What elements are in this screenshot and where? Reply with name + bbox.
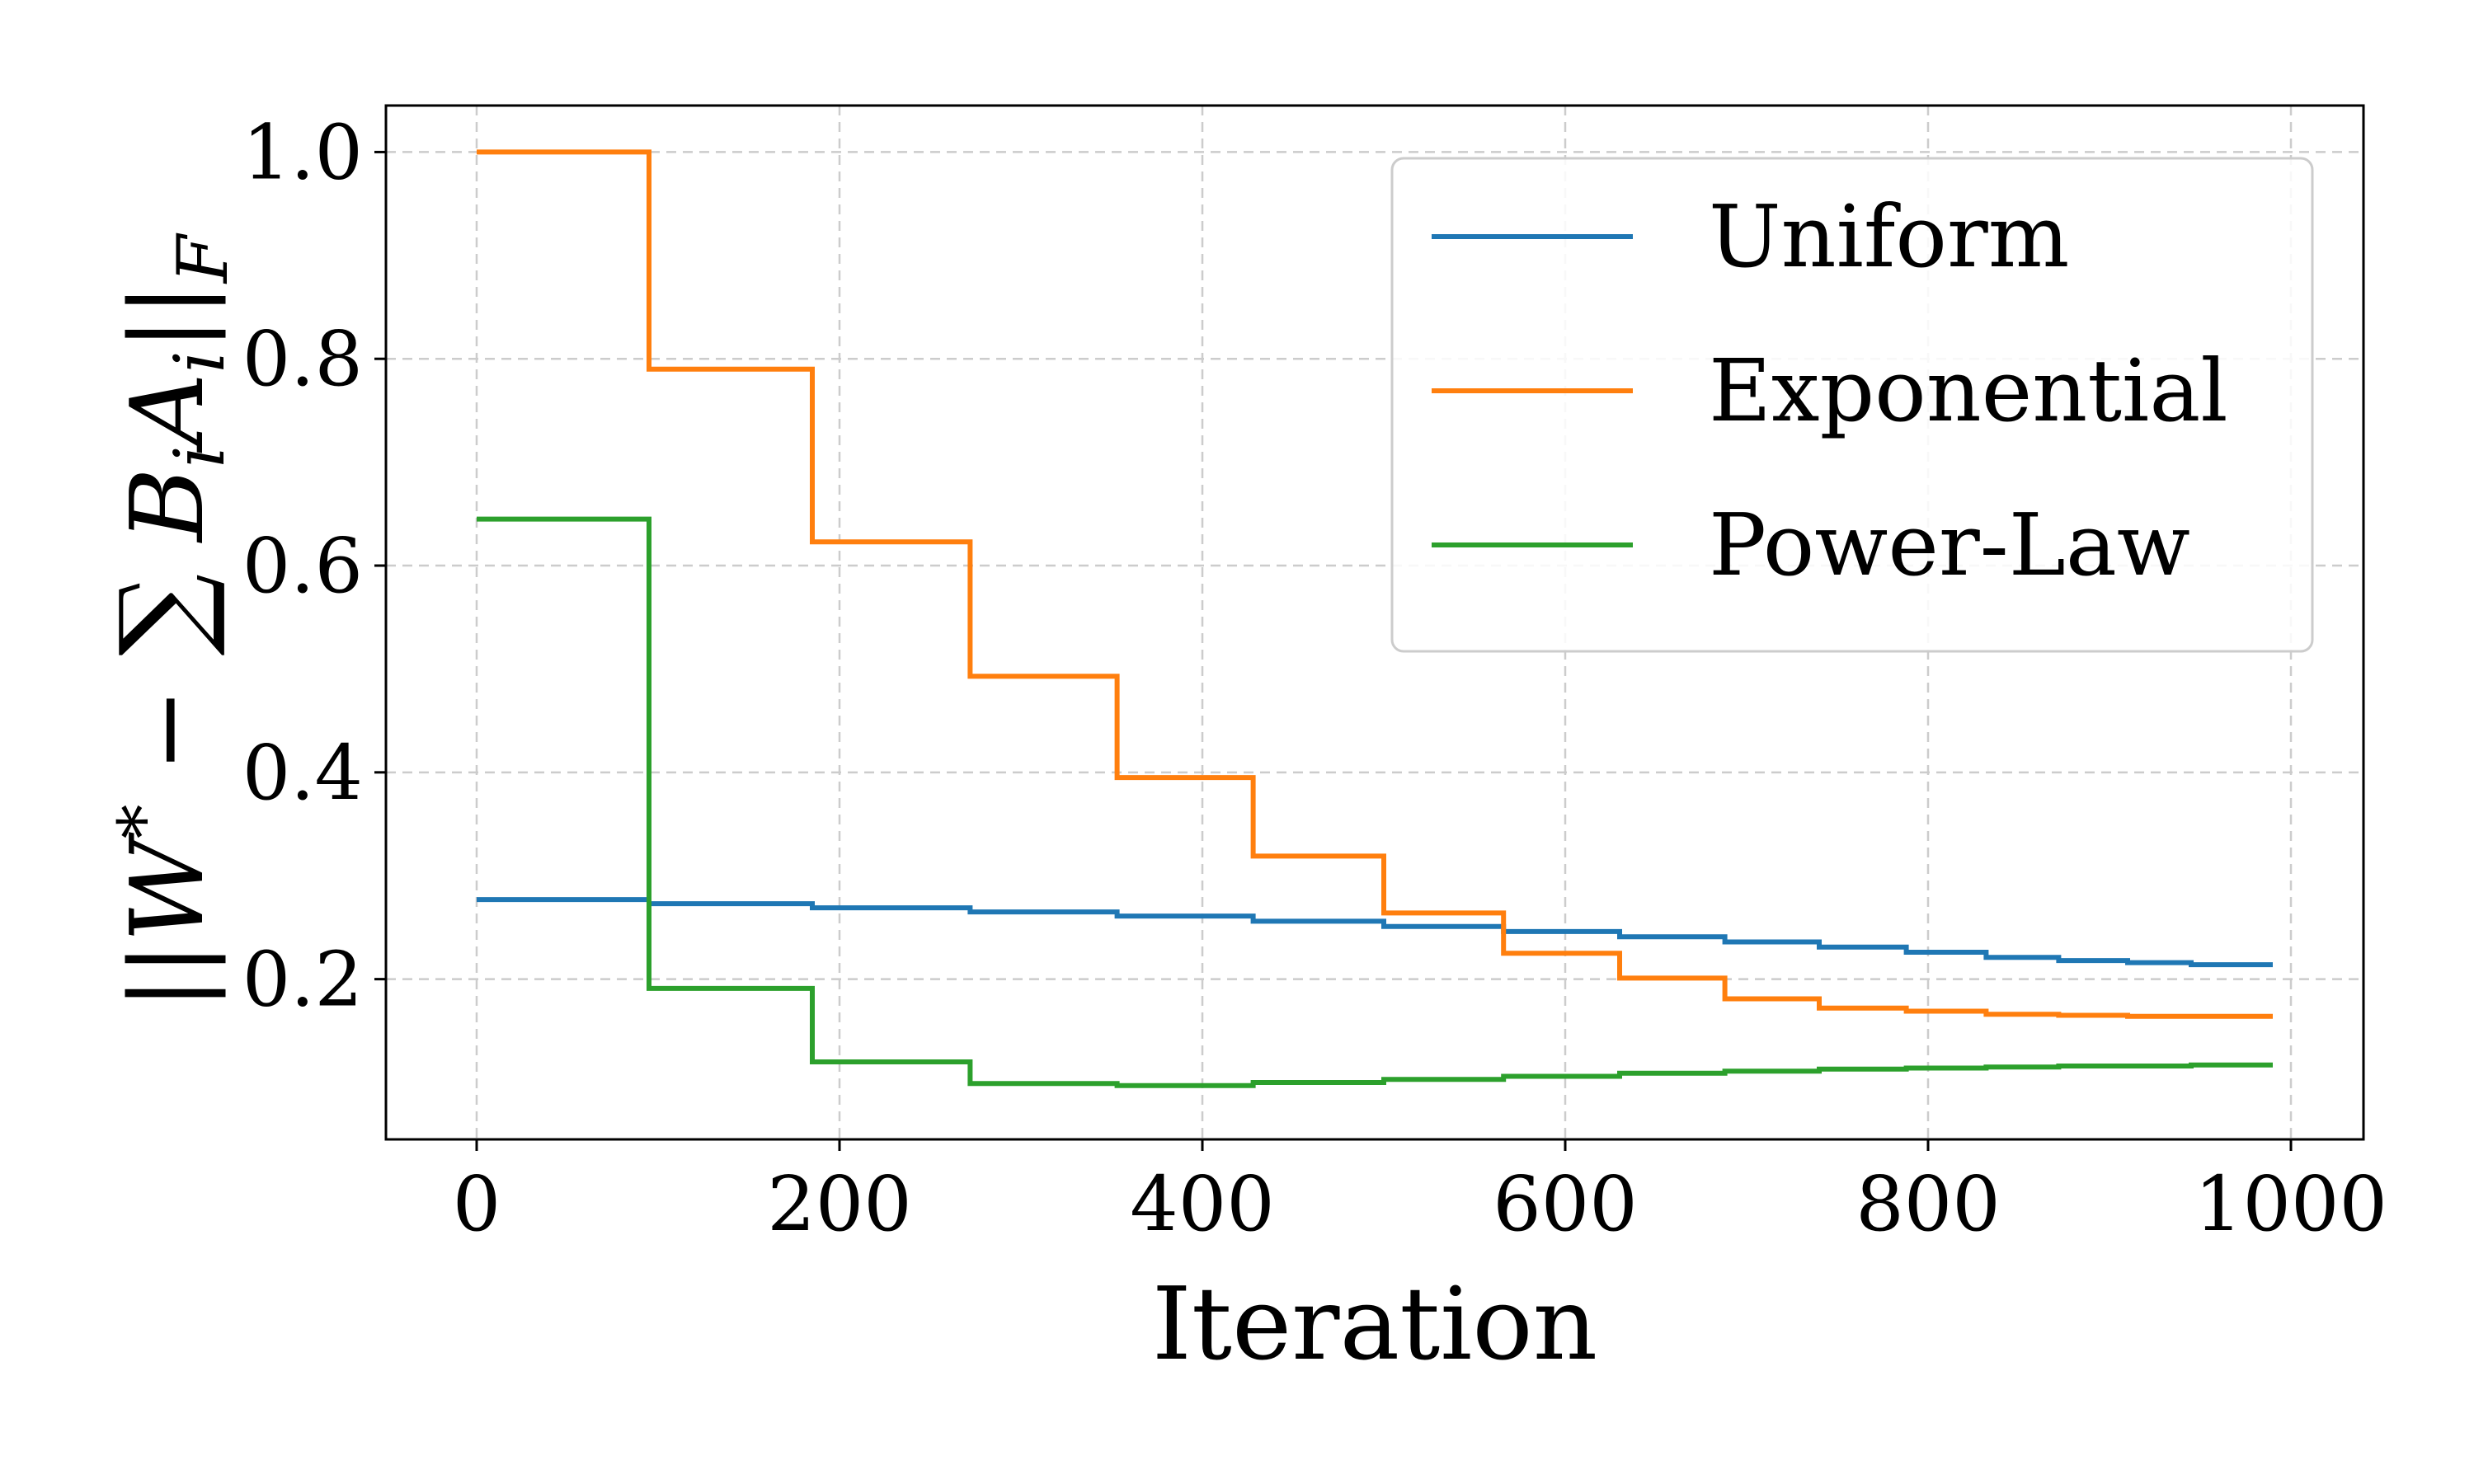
legend-box (1390, 157, 2314, 653)
y-axis-title-sub-i2: i (159, 350, 240, 373)
y-axis-title-w: W (109, 832, 226, 942)
x-tick-label: 0 (453, 1160, 501, 1248)
series-lines (477, 149, 2273, 1088)
legend-label-exponential: Exponential (1709, 340, 2228, 441)
y-axis-title-sub-i1: i (159, 445, 240, 467)
legend-label-power-law: Power-Law (1709, 495, 2190, 595)
legend-label-uniform: Uniform (1709, 186, 2069, 287)
y-tick-label: 0.2 (242, 936, 363, 1024)
y-tick-label: 0.8 (242, 315, 363, 403)
x-axis-ticks: 0 200 400 600 800 1000 (453, 1139, 2387, 1248)
y-axis-title-minus: − (109, 656, 226, 805)
y-axis-title-b: B (109, 467, 226, 573)
legend: Uniform Exponential Power-Law (1390, 157, 2314, 653)
y-tick-label: 0.6 (242, 522, 363, 610)
y-axis-title-sub-f: F (162, 232, 243, 284)
y-tick-label: 0.4 (242, 729, 363, 817)
y-tick-label: 1.0 (242, 108, 363, 196)
x-tick-label: 600 (1493, 1160, 1638, 1248)
y-axis-title-norm-open: || (109, 942, 226, 1010)
x-tick-label: 200 (767, 1160, 912, 1248)
y-axis-title: ||W* − ∑ BiAi||F (96, 232, 243, 1010)
x-axis-title: Iteration (1152, 1266, 1598, 1383)
svg-text:||W* − ∑ BiAi||F: ||W* − ∑ BiAi||F (96, 232, 243, 1010)
plot-frame (384, 104, 2365, 1141)
y-axis-title-sum: ∑ (96, 574, 230, 656)
x-tick-label: 800 (1856, 1160, 2001, 1248)
y-axis-title-norm-close: || (109, 283, 226, 350)
series-line-power-law (477, 516, 2273, 1088)
x-tick-label: 400 (1130, 1160, 1275, 1248)
series-line-uniform (477, 897, 2273, 968)
y-axis-title-a: A (109, 373, 226, 453)
series-line-exponential (477, 149, 2273, 1019)
x-tick-label: 1000 (2194, 1160, 2387, 1248)
y-axis-title-star: * (103, 804, 184, 838)
y-axis-ticks: 0.2 0.4 0.6 0.8 1.0 (242, 108, 386, 1024)
